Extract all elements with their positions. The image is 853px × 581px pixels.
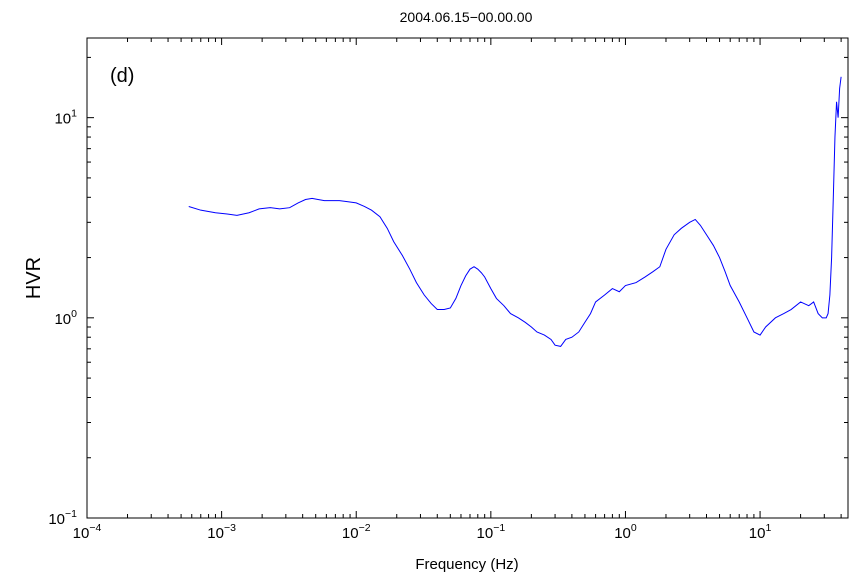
x-tick-label: 10−3 (207, 522, 236, 542)
y-tick-label: 10−1 (48, 508, 77, 528)
x-tick-label: 10−1 (477, 522, 506, 542)
chart-title: 2004.06.15−00.00.00 (400, 9, 533, 25)
panel-label: (d) (110, 65, 134, 87)
plot-frame (86, 37, 849, 519)
tick-labels: 10−4 10−3 10−2 10−1 100 101 10−1 100 101 (48, 108, 771, 542)
x-axis-label: Frequency (Hz) (415, 556, 518, 573)
x-tick-label: 10−2 (342, 522, 371, 542)
y-tick-label: 101 (54, 108, 77, 128)
x-tick-label: 100 (614, 522, 637, 542)
series-line (188, 76, 842, 347)
y-axis-label: HVR (23, 257, 45, 299)
axis-ticks (86, 38, 848, 519)
y-tick-label: 100 (54, 308, 77, 328)
x-tick-label: 10−4 (73, 522, 102, 542)
x-tick-label: 101 (749, 522, 772, 542)
